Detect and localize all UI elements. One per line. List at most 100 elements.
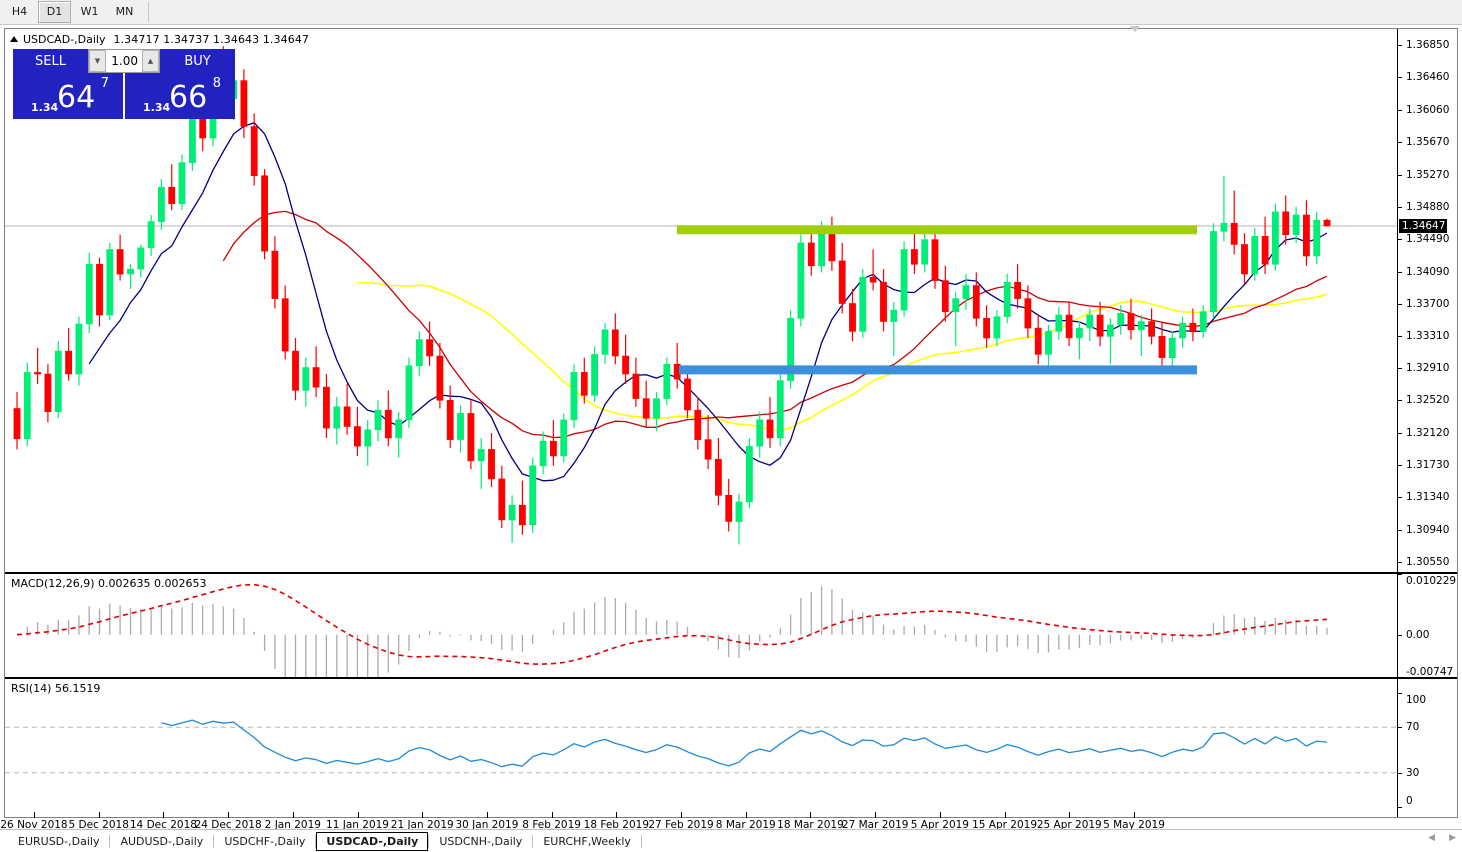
date-axis-tick <box>98 812 100 818</box>
price-axis-tick <box>1398 400 1402 402</box>
chart-tab-usdcnh[interactable]: USDCNH-,Daily <box>439 834 523 848</box>
price-axis-label: 1.34090 <box>1406 265 1450 278</box>
buy-price-box[interactable]: 1.34 66 8 <box>125 73 235 119</box>
date-axis-label: 14 Dec 2018 <box>129 819 197 831</box>
chart-tabbar: EURUSD-,Daily AUDUSD-,Daily USDCHF-,Daily U… <box>0 829 1462 852</box>
timeframe-button-w1[interactable]: W1 <box>80 5 99 18</box>
date-axis-label: 5 Apr 2019 <box>910 819 969 831</box>
date-axis-label: 11 Jan 2019 <box>326 819 389 831</box>
price-axis-label: 1.32120 <box>1406 427 1450 440</box>
date-axis-label: 15 Apr 2019 <box>972 819 1038 831</box>
macd-pane[interactable]: 0.010229 0.00 -0.00747 MACD(12,26,9) 0.002… <box>5 574 1457 680</box>
date-axis-tick <box>745 812 747 818</box>
date-axis-tick <box>551 812 553 818</box>
chart-tab-eurchf[interactable]: EURCHF,Weekly <box>543 834 631 848</box>
price-axis-label: 1.33700 <box>1406 297 1450 310</box>
symbol-header: USDCAD-,Daily 1.34717 1.34737 1.34643 1.3… <box>10 33 309 46</box>
oct-prices-row: 1.34 64 7 1.34 66 8 <box>13 73 235 119</box>
date-axis-tick <box>616 812 618 818</box>
scroll-right-icon[interactable]: ▶ <box>1449 833 1456 843</box>
rsi-axis-tick <box>1398 772 1402 774</box>
date-axis-label: 24 Dec 2018 <box>194 819 262 831</box>
price-axis-label: 1.34880 <box>1406 200 1450 213</box>
date-axis-label: 5 May 2019 <box>1103 819 1165 831</box>
macd-axis-tick <box>1398 574 1402 575</box>
chart-tabs: EURUSD-,Daily AUDUSD-,Daily USDCHF-,Daily U… <box>8 830 642 852</box>
date-axis-tick <box>422 812 424 818</box>
price-axis-label: 1.30550 <box>1406 555 1450 568</box>
scroll-left-icon[interactable]: ◀ <box>1428 833 1436 843</box>
symbol-label: USDCAD-,Daily <box>23 33 106 46</box>
rsi-plot-area[interactable] <box>5 679 1397 817</box>
price-axis-tick <box>1398 465 1402 466</box>
date-axis-label: 18 Feb 2019 <box>583 819 650 831</box>
chart-frame: 1.36850 1.36460 1.36060 1.35670 1.35270 1.348… <box>4 28 1458 818</box>
timeframe-button-d1[interactable]: D1 <box>38 1 71 23</box>
date-axis-label: 18 Mar 2019 <box>777 819 844 831</box>
rsi-axis: 100 70 30 0 <box>1397 679 1457 817</box>
date-axis-tick <box>163 812 165 818</box>
sell-price-fraction: 7 <box>100 76 109 91</box>
date-axis-tick <box>810 812 812 818</box>
date-axis-label: 26 Nov 2018 <box>0 819 68 831</box>
price-chart-svg <box>5 46 1397 545</box>
date-axis-tick <box>292 812 294 818</box>
price-axis-tick <box>1398 142 1402 144</box>
price-axis[interactable]: 1.36850 1.36460 1.36060 1.35670 1.35270 1.348… <box>1397 29 1457 572</box>
price-axis-tick <box>1398 303 1402 305</box>
tab-divider <box>428 834 430 848</box>
date-axis-tick <box>357 812 359 818</box>
macd-chart-svg <box>16 583 1328 677</box>
price-plot-area[interactable] <box>5 29 1397 572</box>
volume-decrease-button[interactable]: ▼ <box>89 50 106 72</box>
current-price-label: 1.34647 <box>1399 218 1448 233</box>
date-axis[interactable]: 26 Nov 2018 5 Dec 2018 14 Dec 2018 24 Dec 2… <box>0 812 1458 834</box>
tab-scroll-controls: ◀ ▶ <box>1428 833 1456 843</box>
timeframe-buttons: H4 D1 W1 MN <box>2 0 149 24</box>
macd-title: MACD(12,26,9) 0.002635 0.002653 <box>11 577 207 590</box>
date-axis-label: 8 Mar 2019 <box>715 819 776 831</box>
buy-button[interactable]: BUY <box>160 49 235 73</box>
rsi-axis-tick <box>1398 693 1402 694</box>
price-axis-tick <box>1398 271 1402 273</box>
sell-price-box[interactable]: 1.34 64 7 <box>13 73 123 119</box>
chart-tab-audusd[interactable]: AUDUSD-,Daily <box>120 834 204 848</box>
timeframe-button-h4[interactable]: H4 <box>11 5 28 18</box>
timeframe-button-mn[interactable]: MN <box>115 5 134 18</box>
macd-axis-label: -0.00747 <box>1406 666 1454 678</box>
price-axis-tick <box>1398 174 1402 176</box>
rsi-axis-label: 100 <box>1406 694 1427 706</box>
volume-value[interactable]: 1.00 <box>111 54 138 68</box>
price-axis-tick <box>1398 206 1402 208</box>
ohlc-values: 1.34717 1.34737 1.34643 1.34647 <box>113 33 310 46</box>
macd-plot-area[interactable] <box>5 574 1397 677</box>
collapse-triangle-icon[interactable] <box>10 36 18 42</box>
price-axis-tick <box>1398 335 1402 337</box>
price-axis-label: 1.35670 <box>1406 136 1450 149</box>
date-axis-label: 25 Apr 2019 <box>1036 819 1102 831</box>
price-pane[interactable]: 1.36850 1.36460 1.36060 1.35670 1.35270 1.348… <box>5 29 1457 574</box>
price-axis-tick <box>1398 238 1402 240</box>
price-axis-label: 1.30940 <box>1406 523 1450 536</box>
chart-tab-eurusd[interactable]: EURUSD-,Daily <box>18 834 100 848</box>
volume-field[interactable]: ▼ 1.00 ▲ <box>88 49 160 73</box>
rsi-axis-tick <box>1398 807 1402 808</box>
tab-divider <box>109 834 111 848</box>
rsi-pane[interactable]: 100 70 30 0 RSI(14) 56.1519 <box>5 679 1457 817</box>
sell-button[interactable]: SELL <box>13 49 88 73</box>
sell-price-main: 64 <box>57 80 96 115</box>
volume-increase-button[interactable]: ▲ <box>142 50 159 72</box>
chart-tab-usdchf[interactable]: USDCHF-,Daily <box>224 834 306 848</box>
buy-price-main: 66 <box>169 80 208 115</box>
price-axis-label: 1.32520 <box>1406 394 1450 407</box>
macd-axis-tick <box>1398 634 1402 636</box>
chart-tab-usdcad[interactable]: USDCAD-,Daily <box>316 831 429 851</box>
price-axis-label: 1.36850 <box>1406 39 1450 52</box>
date-axis-label: 2 Jan 2019 <box>264 819 321 831</box>
price-axis-label: 1.33310 <box>1406 329 1450 342</box>
price-axis-tick <box>1398 110 1402 112</box>
rsi-axis-label: 0 <box>1406 795 1413 807</box>
rsi-axis-label: 70 <box>1406 721 1420 734</box>
one-click-trading-panel[interactable]: SELL ▼ 1.00 ▲ BUY 1.34 64 7 1.34 <box>13 49 235 119</box>
